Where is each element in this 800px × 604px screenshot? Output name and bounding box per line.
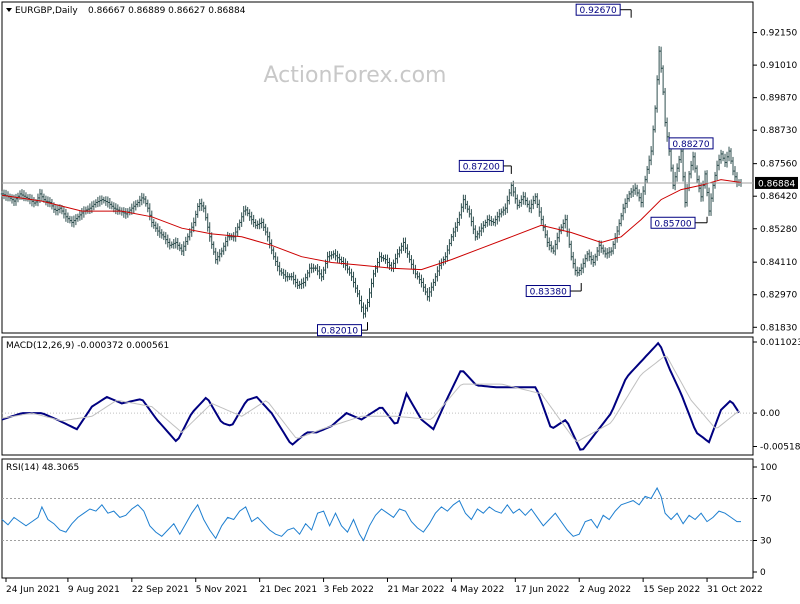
price-bars <box>0 46 743 319</box>
rsi-line <box>1 486 741 542</box>
annotation-box <box>668 137 714 150</box>
price-tick-label: 0.81830 <box>760 323 797 333</box>
annotation-box <box>650 216 696 229</box>
time-tick-label: 2 Aug 2022 <box>579 585 631 595</box>
annotation-label: 0.92670 <box>580 6 617 16</box>
price-tick-label: 0.82970 <box>760 291 797 301</box>
symbol-header: EURGBP,Daily 0.86667 0.86889 0.86627 0.8… <box>6 6 246 16</box>
moving-average-line <box>1 179 742 271</box>
ohlc-label: 0.86667 0.86889 0.86627 0.86884 <box>88 6 246 16</box>
price-tick-label: 0.86420 <box>760 192 797 202</box>
price-tick-label: 0.85280 <box>760 225 797 235</box>
annotation-label: 0.85700 <box>654 219 691 229</box>
annotation-box <box>575 3 621 16</box>
price-panel-frame <box>1 1 754 334</box>
symbol-label: EURGBP,Daily <box>15 6 78 16</box>
annotation-label: 0.88270 <box>672 140 709 150</box>
rsi-panel-frame <box>1 458 754 579</box>
signal-line <box>1 356 740 443</box>
price-tick-label: 0.91010 <box>760 61 797 71</box>
time-tick-label: 9 Aug 2021 <box>68 585 120 595</box>
annotation-label: 0.87200 <box>463 162 500 172</box>
price-tick-label: 0.87560 <box>760 160 797 170</box>
rsi-axis: 100 70 30 0 <box>753 463 777 578</box>
macd-tick-label: 0.011023 <box>760 338 800 348</box>
time-tick-label: 5 Nov 2021 <box>196 585 248 595</box>
price-tick-label: 0.92150 <box>760 29 797 39</box>
annotation-box <box>525 285 571 298</box>
macd-axis: 0.011023 0.00 -0.005182 <box>753 338 800 453</box>
current-price-label: 0.86884 <box>758 179 795 189</box>
price-tick-label: 0.89870 <box>760 94 797 104</box>
time-tick-label: 17 Jun 2022 <box>515 585 569 595</box>
annotation-box <box>317 324 363 337</box>
time-tick-label: 31 Oct 2022 <box>707 585 763 595</box>
rsi-tick-label: 0 <box>760 568 766 578</box>
price-tick-label: 0.88730 <box>760 126 797 136</box>
macd-title: MACD(12,26,9) -0.000372 0.000561 <box>6 341 169 351</box>
time-tick-label: 21 Mar 2022 <box>387 585 444 595</box>
time-tick-label: 3 Feb 2022 <box>324 585 374 595</box>
macd-tick-label: -0.005182 <box>760 443 800 453</box>
watermark: ActionForex.com <box>264 63 447 88</box>
price-tick-label: 0.84110 <box>760 258 797 268</box>
annotation-box <box>458 159 504 172</box>
current-price-box <box>755 176 798 189</box>
time-tick-label: 21 Dec 2021 <box>260 585 318 595</box>
rsi-plot <box>1 486 753 542</box>
macd-line <box>1 341 740 451</box>
time-axis: 24 Jun 2021 9 Aug 2021 22 Sep 2021 5 Nov 20… <box>5 578 763 595</box>
rsi-tick-label: 70 <box>760 495 772 505</box>
time-tick-label: 22 Sep 2021 <box>132 585 189 595</box>
price-annotations: 0.92670 0.88270 0.87200 0.85700 0.83380 0.820… <box>317 3 714 337</box>
time-tick-label: 4 May 2022 <box>451 585 504 595</box>
macd-plot <box>1 341 753 451</box>
rsi-tick-label: 30 <box>760 537 772 547</box>
time-tick-label: 15 Sep 2022 <box>643 585 700 595</box>
rsi-title: RSI(14) 48.3065 <box>6 463 79 473</box>
time-tick-label: 24 Jun 2021 <box>6 585 60 595</box>
macd-tick-label: 0.00 <box>760 409 780 419</box>
moving-average <box>1 179 742 271</box>
annotation-label: 0.82010 <box>321 327 358 337</box>
annotation-label: 0.83380 <box>530 288 567 298</box>
price-axis: 0.92150 0.91010 0.89870 0.88730 0.87560 0.864… <box>2 29 798 333</box>
rsi-tick-label: 100 <box>760 463 777 473</box>
macd-panel-frame <box>1 336 754 456</box>
dropdown-arrow-icon[interactable] <box>6 8 12 12</box>
